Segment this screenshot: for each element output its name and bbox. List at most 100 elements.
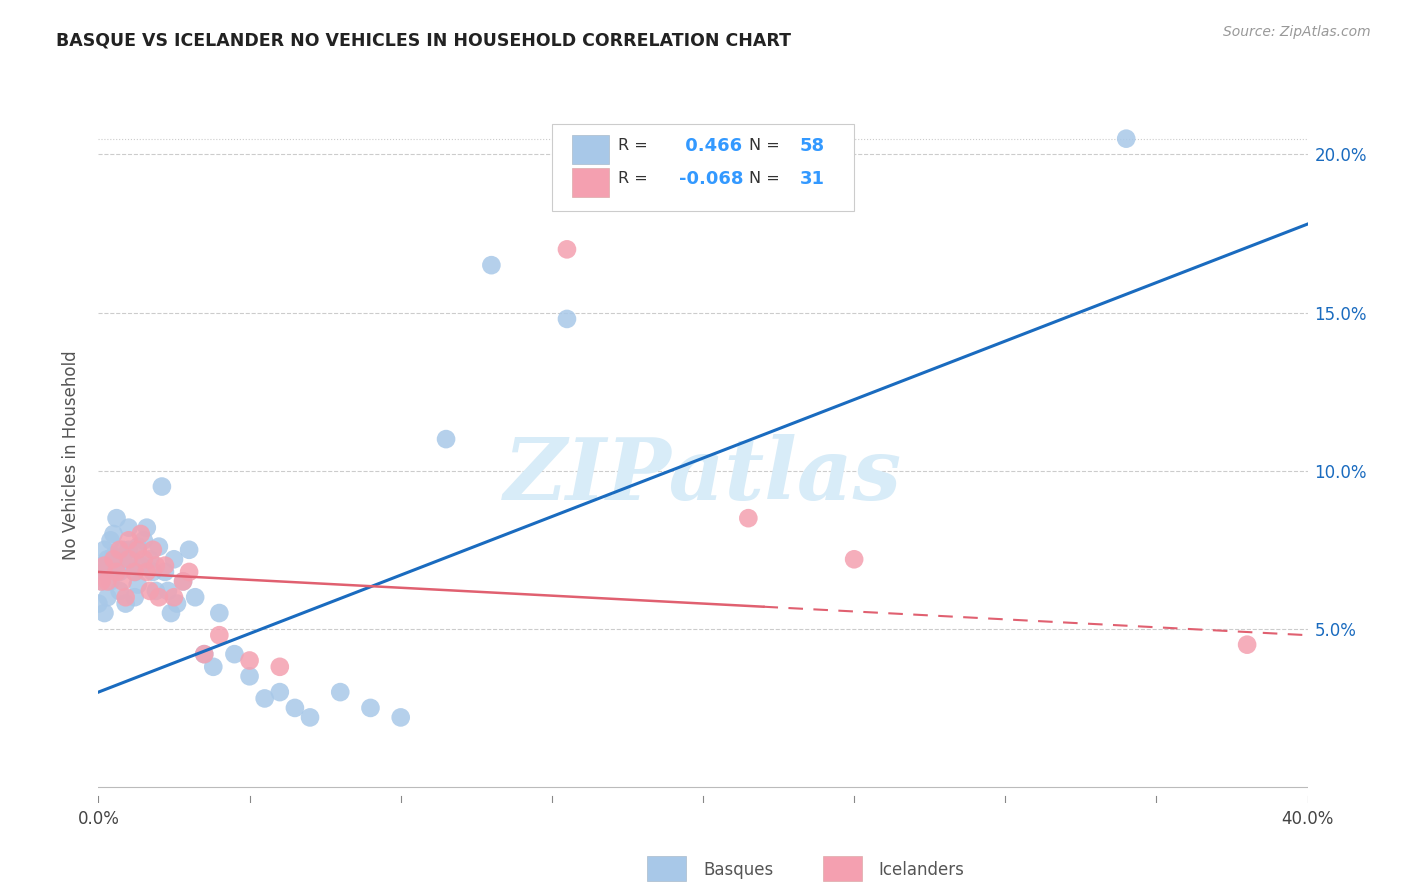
- Point: [87, 597, 110, 611]
- Text: R =: R =: [619, 171, 654, 186]
- Point: [96, 552, 118, 566]
- Point: [160, 606, 183, 620]
- Point: [1115, 131, 1137, 145]
- Point: [103, 549, 125, 563]
- Point: [93, 606, 115, 620]
- Point: [93, 542, 115, 557]
- Text: 0.466: 0.466: [679, 137, 742, 155]
- Point: [184, 591, 207, 605]
- Text: Basques: Basques: [703, 861, 773, 879]
- Text: N =: N =: [749, 171, 785, 186]
- Point: [124, 565, 146, 579]
- FancyBboxPatch shape: [551, 124, 855, 211]
- Point: [148, 591, 170, 605]
- Text: N =: N =: [749, 138, 785, 153]
- Y-axis label: No Vehicles in Household: No Vehicles in Household: [62, 350, 80, 560]
- Point: [90, 558, 112, 573]
- Point: [105, 558, 128, 573]
- Point: [111, 542, 134, 557]
- Point: [239, 653, 262, 667]
- Text: Source: ZipAtlas.com: Source: ZipAtlas.com: [1223, 25, 1371, 39]
- Point: [269, 660, 291, 674]
- Point: [135, 565, 157, 579]
- Point: [103, 527, 125, 541]
- Point: [108, 583, 131, 598]
- Point: [111, 574, 134, 589]
- Point: [224, 647, 246, 661]
- Point: [114, 597, 136, 611]
- Point: [139, 552, 162, 566]
- Point: [129, 527, 152, 541]
- Point: [1236, 638, 1258, 652]
- Text: -0.068: -0.068: [679, 169, 744, 187]
- Point: [108, 542, 131, 557]
- Text: 58: 58: [800, 137, 825, 155]
- Point: [139, 583, 162, 598]
- Point: [132, 552, 155, 566]
- Point: [156, 583, 179, 598]
- Point: [145, 583, 167, 598]
- Point: [208, 606, 231, 620]
- Point: [118, 521, 141, 535]
- Point: [145, 558, 167, 573]
- Point: [360, 701, 382, 715]
- Point: [202, 660, 225, 674]
- Point: [389, 710, 412, 724]
- Point: [284, 701, 307, 715]
- Point: [329, 685, 352, 699]
- Point: [239, 669, 262, 683]
- Point: [163, 591, 186, 605]
- FancyBboxPatch shape: [572, 169, 609, 197]
- Point: [127, 542, 149, 557]
- Point: [253, 691, 276, 706]
- Point: [96, 574, 118, 589]
- Point: [166, 597, 188, 611]
- Point: [114, 591, 136, 605]
- Point: [142, 565, 165, 579]
- Point: [142, 542, 165, 557]
- Point: [555, 312, 578, 326]
- Point: [269, 685, 291, 699]
- Point: [434, 432, 457, 446]
- Point: [124, 565, 146, 579]
- Text: ZIPatlas: ZIPatlas: [503, 434, 903, 517]
- Point: [150, 479, 173, 493]
- Point: [124, 591, 146, 605]
- Point: [93, 558, 115, 573]
- Point: [121, 552, 143, 566]
- Point: [132, 533, 155, 548]
- Point: [208, 628, 231, 642]
- Text: Icelanders: Icelanders: [879, 861, 965, 879]
- Point: [103, 552, 125, 566]
- Point: [153, 565, 176, 579]
- Point: [93, 565, 115, 579]
- Point: [105, 511, 128, 525]
- Point: [481, 258, 503, 272]
- Point: [153, 558, 176, 573]
- Point: [114, 558, 136, 573]
- Text: R =: R =: [619, 138, 654, 153]
- Point: [108, 565, 131, 579]
- Point: [163, 552, 186, 566]
- Point: [118, 533, 141, 548]
- Point: [100, 574, 122, 589]
- Point: [193, 647, 215, 661]
- Point: [96, 591, 118, 605]
- Point: [118, 552, 141, 566]
- Point: [148, 540, 170, 554]
- Point: [179, 542, 201, 557]
- Point: [844, 552, 866, 566]
- Point: [90, 574, 112, 589]
- Point: [299, 710, 322, 724]
- Point: [129, 558, 152, 573]
- Point: [90, 574, 112, 589]
- Point: [737, 511, 759, 525]
- FancyBboxPatch shape: [572, 135, 609, 164]
- Point: [135, 521, 157, 535]
- Point: [179, 565, 201, 579]
- Point: [118, 542, 141, 557]
- Point: [555, 243, 578, 257]
- Point: [127, 540, 149, 554]
- Point: [172, 574, 194, 589]
- Point: [127, 577, 149, 591]
